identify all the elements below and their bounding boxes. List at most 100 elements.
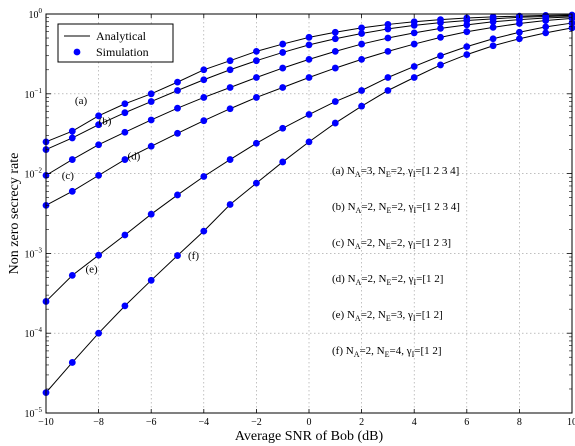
curve-tag-label: (d) <box>128 151 141 163</box>
series-point <box>384 74 392 81</box>
series-point <box>200 117 208 125</box>
series-point <box>68 127 76 135</box>
series-point <box>305 55 313 63</box>
series-point <box>305 138 313 146</box>
series-point <box>384 47 392 55</box>
series-point <box>463 51 471 58</box>
series-point <box>121 231 129 239</box>
series-point <box>226 201 234 208</box>
series-point <box>147 98 155 105</box>
series-point <box>331 47 339 55</box>
series-point <box>174 87 181 94</box>
series-point <box>489 35 497 43</box>
series-point <box>253 47 260 55</box>
series-point <box>358 87 365 94</box>
series-point <box>437 33 444 41</box>
series-point <box>331 28 339 36</box>
annotation-5: (f) NA=2, NE=4, γI=[1 2] <box>332 345 442 359</box>
series-point <box>384 25 392 33</box>
series-point <box>305 33 313 41</box>
series-point <box>68 359 76 366</box>
x-axis-label: Average SNR of Bob (dB) <box>235 429 384 444</box>
series-point <box>147 90 155 98</box>
series-point <box>279 64 287 72</box>
series-point <box>305 111 313 118</box>
series-point <box>410 29 418 37</box>
x-tick-label: 6 <box>464 417 469 428</box>
series-point <box>174 129 181 137</box>
series-point <box>95 329 102 337</box>
x-tick-label: −6 <box>146 417 157 428</box>
curve-tag-label: (a) <box>75 95 88 107</box>
curve-tag-label: (b) <box>99 116 112 128</box>
y-axis-label: Non zero secrecy rate <box>7 153 22 275</box>
grid-layer <box>46 14 572 413</box>
series-point <box>384 34 392 42</box>
series-point <box>516 35 523 43</box>
series-point <box>226 84 234 91</box>
legend-box <box>57 23 174 63</box>
series-point <box>331 35 339 43</box>
y-tick-label: 10−3 <box>25 246 43 260</box>
series-point <box>358 24 365 32</box>
series-point <box>437 25 444 32</box>
series-point <box>410 40 418 48</box>
series-point <box>95 112 102 120</box>
series-point <box>147 142 155 150</box>
series-point <box>358 102 365 110</box>
y-tick-label: 10−4 <box>25 326 43 340</box>
series-point <box>331 98 339 105</box>
series-point <box>121 156 129 163</box>
curve-tag-label: (c) <box>62 170 75 182</box>
series-point <box>516 28 523 36</box>
y-tick-label: 10−2 <box>25 167 43 181</box>
series-point <box>95 121 102 129</box>
series-point <box>147 116 155 124</box>
series-point <box>384 87 392 94</box>
series-point <box>226 156 234 163</box>
series-point <box>253 57 260 65</box>
series-point <box>437 52 444 60</box>
series-point <box>489 18 497 26</box>
annotation-1: (b) NA=2, NE=2, γI=[1 2 3 4] <box>332 201 460 215</box>
series-point <box>95 251 102 259</box>
series-point <box>542 23 550 31</box>
series-point <box>95 171 102 179</box>
series-point <box>68 156 76 163</box>
series-point <box>463 28 471 36</box>
series-point <box>489 42 497 50</box>
series-point <box>279 40 287 48</box>
legend-analytical-label: Analytical <box>96 29 147 43</box>
x-tick-label: 2 <box>359 417 364 428</box>
series-point <box>410 63 418 70</box>
series-point <box>200 227 208 235</box>
series-point <box>279 158 287 166</box>
curve-tag-label: (e) <box>85 263 98 275</box>
series-point <box>437 19 444 27</box>
y-tick-label: 10−5 <box>25 406 43 420</box>
annotation-layer: (a) NA=3, NE=2, γI=[1 2 3 4] (b) NA=2, NE… <box>332 165 460 359</box>
legend-simulation-marker <box>73 48 81 56</box>
series-point <box>279 124 287 132</box>
series-point <box>331 64 339 72</box>
series-point <box>147 276 155 284</box>
series-point <box>463 21 471 29</box>
series-point <box>331 119 339 127</box>
series-point <box>358 55 365 63</box>
series-point <box>279 49 287 56</box>
series-point <box>305 74 313 81</box>
series-point <box>358 30 365 37</box>
y-tick-label: 100 <box>29 7 43 21</box>
annotation-4: (e) NA=2, NE=3, γI=[1 2] <box>332 309 443 323</box>
x-tick-label: −2 <box>251 417 262 428</box>
x-tick-label: 4 <box>412 417 417 428</box>
series-point <box>200 66 208 74</box>
series-point <box>305 41 313 49</box>
y-tick-label: 10−1 <box>25 87 43 101</box>
series-point <box>95 141 102 149</box>
series-point <box>253 94 260 101</box>
series-point <box>279 84 287 91</box>
curve-label-layer: (a) (b) (c) (d) (e) (f) <box>62 95 200 276</box>
series-point <box>68 272 76 279</box>
